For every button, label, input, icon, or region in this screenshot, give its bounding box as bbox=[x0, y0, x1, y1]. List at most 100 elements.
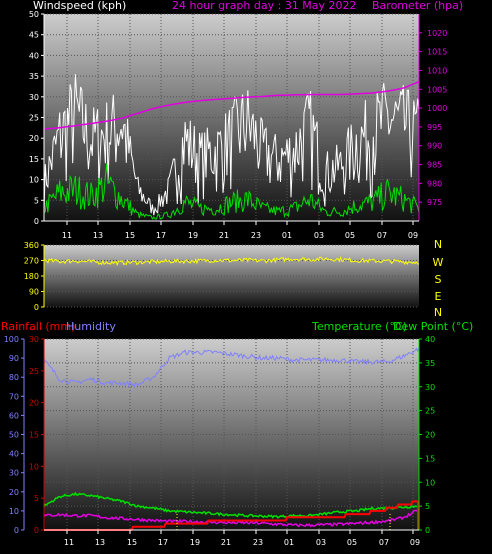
wind-series bbox=[43, 74, 420, 220]
temperature-y-tick-label: 20 bbox=[425, 431, 435, 440]
hour-axis-bottom-label: 01 bbox=[284, 538, 294, 547]
hour-axis-bottom-label: 23 bbox=[253, 538, 263, 547]
compass-label: E bbox=[435, 290, 442, 303]
hour-axis-top-label: 05 bbox=[345, 231, 355, 240]
temperature-y-tick-label: 25 bbox=[425, 407, 435, 416]
wind-direction-line bbox=[43, 256, 420, 266]
barometer-y-tick-label: 975 bbox=[427, 198, 442, 207]
wind-y-tick-label: 45 bbox=[29, 31, 39, 40]
hour-axis-bottom-label: 09 bbox=[410, 538, 420, 547]
humidity-axis-title: Humidity bbox=[66, 320, 116, 333]
hour-axis-top-label: 09 bbox=[408, 231, 418, 240]
rainfall-y-axis: 0 5 10 15 20 25 30 bbox=[29, 335, 45, 535]
barometer-y-tick-label: 985 bbox=[427, 161, 442, 170]
wind-y-tick-label: 25 bbox=[29, 114, 39, 123]
rainfall-y-tick-label: 30 bbox=[29, 335, 39, 344]
hour-axis-bottom-label: 03 bbox=[316, 538, 326, 547]
humidity-y-axis: 0 10 20 30 40 50 60 70 80 90 100 bbox=[4, 335, 25, 535]
hour-axis-top-label: 17 bbox=[156, 231, 166, 240]
rainfall-y-tick-label: 20 bbox=[29, 399, 39, 408]
hour-axis-bottom-label: 19 bbox=[190, 538, 200, 547]
wind-y-tick-label: 30 bbox=[29, 93, 39, 102]
barometer-y-tick-label: 995 bbox=[427, 123, 442, 132]
barometer-y-tick-label: 980 bbox=[427, 179, 442, 188]
wind-y-tick-label: 10 bbox=[29, 176, 39, 185]
temperature-axis-title: Temperature (°C) bbox=[311, 320, 407, 333]
compass-label: N bbox=[434, 238, 442, 251]
direction-series bbox=[43, 256, 420, 266]
humidity-y-tick-label: 40 bbox=[9, 450, 19, 459]
hour-axis-top: 11 13 15 17 19 21 23 01 03 05 07 09 bbox=[44, 220, 419, 240]
hour-axis-bottom-label: 15 bbox=[127, 538, 137, 547]
wind-y-tick-label: 35 bbox=[29, 72, 39, 81]
humidity-y-tick-label: 10 bbox=[9, 507, 19, 516]
windspeed-average-line bbox=[43, 163, 420, 220]
barometer-y-tick-label: 1015 bbox=[427, 48, 447, 57]
wind-y-axis: 0 5 10 15 20 25 30 35 40 45 50 bbox=[29, 10, 45, 226]
climate-grid bbox=[44, 338, 419, 531]
hour-axis-bottom: 11 13 15 17 19 21 23 01 03 05 07 09 bbox=[44, 529, 420, 547]
wind-axis-title: Windspeed (kph) bbox=[33, 0, 126, 12]
rainfall-y-tick-label: 25 bbox=[29, 367, 39, 376]
rainfall-y-tick-label: 0 bbox=[34, 526, 39, 535]
humidity-y-tick-label: 80 bbox=[9, 373, 19, 382]
humidity-y-tick-label: 60 bbox=[9, 411, 19, 420]
direction-y-tick-label: 90 bbox=[29, 288, 39, 297]
hour-axis-top-label: 11 bbox=[62, 231, 72, 240]
wind-y-tick-label: 15 bbox=[29, 155, 39, 164]
temperature-y-tick-label: 15 bbox=[425, 454, 435, 463]
direction-y-axis: 0 90 180 270 360 bbox=[24, 241, 45, 312]
barometer-axis-title: Barometer (hpa) bbox=[372, 0, 463, 12]
temperature-y-tick-label: 10 bbox=[425, 478, 435, 487]
compass-label: N bbox=[434, 306, 442, 319]
temperature-line bbox=[43, 491, 420, 519]
hour-axis-top-label: 21 bbox=[219, 231, 229, 240]
barometer-y-tick-label: 1020 bbox=[427, 29, 447, 38]
humidity-y-tick-label: 30 bbox=[9, 469, 19, 478]
wind-y-tick-label: 20 bbox=[29, 134, 39, 143]
temperature-y-tick-label: 0 bbox=[425, 526, 430, 535]
direction-y-tick-label: 360 bbox=[24, 241, 39, 250]
barometer-y-tick-label: 1000 bbox=[427, 104, 447, 113]
rainfall-y-tick-label: 5 bbox=[34, 494, 39, 503]
wind-y-tick-label: 5 bbox=[34, 196, 39, 205]
wind-y-tick-label: 50 bbox=[29, 10, 39, 19]
temperature-y-axis: 0 5 10 15 20 25 30 35 40 bbox=[418, 335, 435, 535]
hour-axis-top-label: 23 bbox=[251, 231, 261, 240]
barometer-y-tick-label: 1005 bbox=[427, 85, 447, 94]
hour-axis-bottom-label: 05 bbox=[347, 538, 357, 547]
rainfall-axis-title: Rainfall (mm) bbox=[1, 320, 75, 333]
dewpoint-axis-title: Dew Point (°C) bbox=[393, 320, 473, 333]
hour-axis-top-label: 15 bbox=[125, 231, 135, 240]
temperature-y-tick-label: 30 bbox=[425, 383, 435, 392]
hour-axis-bottom-label: 13 bbox=[95, 538, 105, 547]
wind-y-tick-label: 0 bbox=[34, 217, 39, 226]
hour-axis-top-label: 19 bbox=[188, 231, 198, 240]
windspeed-gust-line bbox=[43, 74, 420, 216]
rainfall-y-tick-label: 15 bbox=[29, 431, 39, 440]
hour-axis-top-label: 01 bbox=[282, 231, 292, 240]
humidity-y-tick-label: 20 bbox=[9, 488, 19, 497]
hour-axis-bottom-label: 11 bbox=[64, 538, 74, 547]
graph-title: 24 hour graph day : 31 May 2022 bbox=[172, 0, 357, 12]
compass-label: W bbox=[433, 256, 444, 269]
hour-axis-top-label: 03 bbox=[314, 231, 324, 240]
humidity-line bbox=[43, 346, 420, 388]
humidity-y-tick-label: 50 bbox=[9, 431, 19, 440]
humidity-y-tick-label: 0 bbox=[14, 526, 19, 535]
hour-axis-bottom-label: 21 bbox=[221, 538, 231, 547]
barometer-y-tick-label: 990 bbox=[427, 142, 442, 151]
hour-axis-bottom-label: 07 bbox=[379, 538, 389, 547]
direction-y-tick-label: 270 bbox=[24, 257, 39, 266]
dewpoint-line bbox=[43, 509, 420, 528]
barometer-y-tick-label: 1010 bbox=[427, 66, 447, 75]
humidity-y-tick-label: 70 bbox=[9, 392, 19, 401]
hour-axis-top-label: 07 bbox=[377, 231, 387, 240]
barometer-line bbox=[43, 81, 420, 130]
humidity-y-tick-label: 90 bbox=[9, 354, 19, 363]
temperature-y-tick-label: 5 bbox=[425, 502, 430, 511]
direction-y-tick-label: 180 bbox=[24, 272, 39, 281]
wind-y-tick-label: 40 bbox=[29, 51, 39, 60]
